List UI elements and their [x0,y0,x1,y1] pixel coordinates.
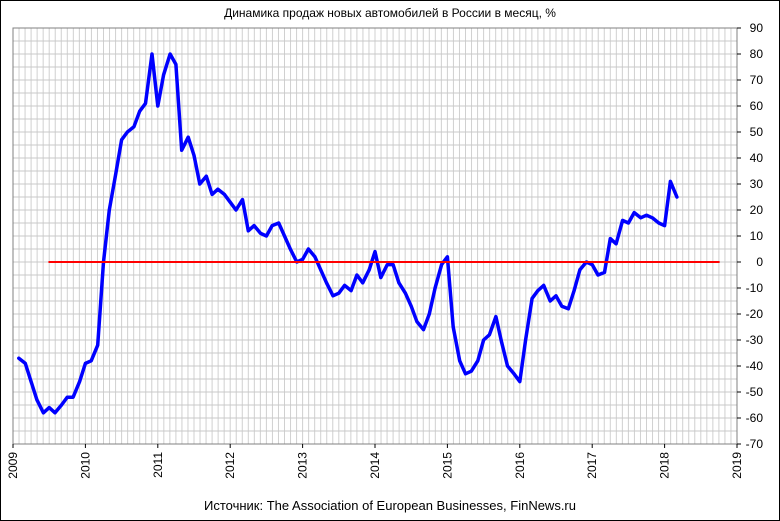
axis-layer [12,27,741,448]
y-tick-label: 40 [750,151,764,165]
y-tick-labels: 90 80 70 60 50 40 30 20 10 0 -10 -20 -30 -40 -50 -60 -70 [746,21,764,451]
x-tick-label: 2010 [78,452,92,479]
y-tick-label: 30 [750,177,764,191]
x-tick-label: 2013 [296,452,310,479]
x-tick-label: 2011 [151,452,165,478]
grid-layer [13,28,737,444]
y-tick-label: -50 [746,385,764,399]
x-tick-label: 2012 [223,452,237,479]
y-tick-label: 90 [750,21,764,35]
y-tick-label: 80 [750,47,764,61]
source-note: Источник: The Association of European Bu… [204,498,576,513]
y-tick-label: -20 [746,307,764,321]
y-tick-label: 60 [750,99,764,113]
x-tick-labels: 2009 2010 2011 2012 2013 2014 2015 2016 2017 2018… [6,452,744,479]
y-tick-label: -40 [746,359,764,373]
x-tick-label: 2009 [6,452,20,479]
chart-title: Динамика продаж новых автомобилей в Росс… [224,6,556,20]
x-tick-label: 2019 [730,452,744,479]
series-layer [17,52,720,415]
y-tick-label: -60 [746,411,764,425]
series-line-sales-growth [17,52,679,415]
x-tick-label: 2016 [513,452,527,479]
y-tick-label: 0 [756,255,763,269]
y-tick-label: -30 [746,333,764,347]
x-tick-label: 2017 [585,452,599,479]
y-tick-label: 50 [750,125,764,139]
y-tick-label: -10 [746,281,764,295]
y-tick-label: -70 [746,437,764,451]
x-tick-label: 2014 [368,452,382,479]
x-tick-label: 2018 [658,452,672,479]
y-tick-label: 10 [750,229,764,243]
y-tick-label: 70 [750,73,764,87]
x-tick-label: 2015 [440,452,454,479]
y-tick-label: 20 [750,203,764,217]
